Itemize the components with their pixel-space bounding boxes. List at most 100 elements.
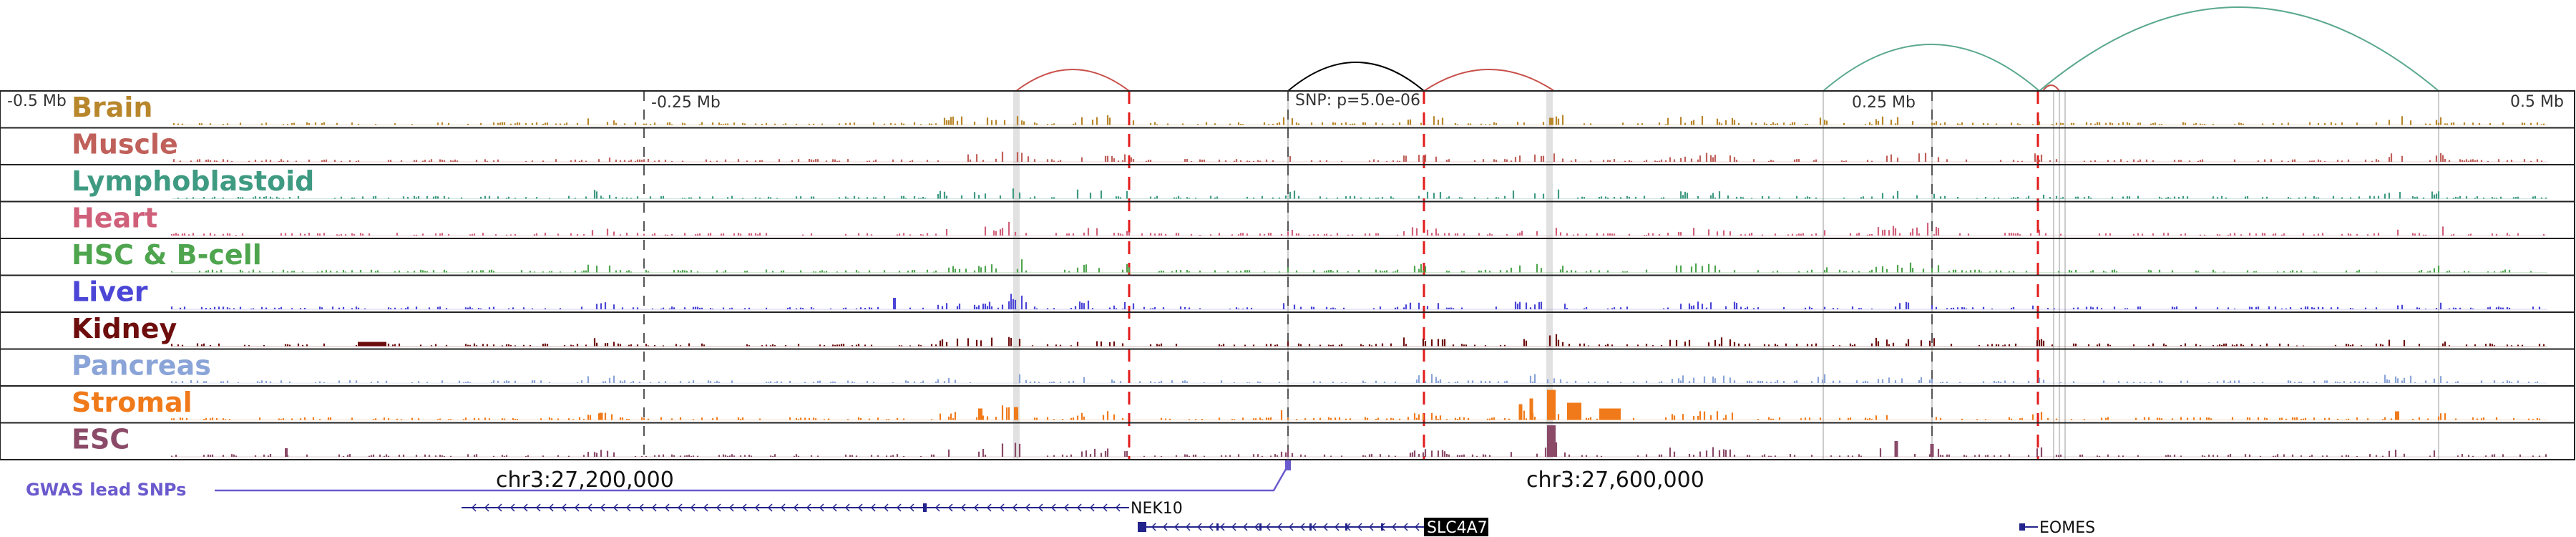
signal-bars	[170, 405, 2541, 420]
track-signal	[170, 259, 2547, 273]
strand-arrow	[638, 503, 644, 512]
strand-arrow	[600, 503, 605, 512]
strand-arrow	[909, 503, 914, 512]
loop-arc	[2039, 6, 2439, 92]
track-label: Pancreas	[72, 350, 211, 382]
gene-slc4a7-exon	[1309, 523, 1312, 531]
gene-slc4a7-strand-arrows	[1151, 523, 1420, 531]
strand-arrow	[831, 503, 837, 512]
gene-slc4a7-label-bg	[1424, 518, 1488, 536]
strand-arrow	[780, 503, 786, 512]
track-label: Heart	[72, 203, 157, 234]
strand-arrow	[754, 503, 760, 512]
strand-arrow	[1089, 503, 1095, 512]
signal-peak	[1547, 390, 1556, 420]
signal-bars	[172, 115, 2545, 125]
signal-peak	[1930, 444, 1934, 457]
track-label: Stromal	[72, 387, 192, 418]
gwas-connector-line	[215, 460, 1289, 492]
strand-arrow	[1277, 523, 1282, 531]
strand-arrow	[587, 503, 592, 512]
gene-slc4a7-label: SLC4A7	[1427, 519, 1488, 537]
strand-arrow	[1025, 503, 1030, 512]
track-label: HSC & B-cell	[72, 239, 262, 271]
strand-arrow	[728, 503, 734, 512]
strand-arrow	[986, 503, 992, 512]
gene-slc4a7[interactable]: SLC4A7	[1138, 518, 1488, 537]
track-signal	[170, 374, 2547, 384]
strand-arrow	[484, 503, 489, 512]
gwas-snp-marker	[1285, 460, 1291, 470]
track-signal	[170, 442, 2547, 458]
strand-arrow	[960, 503, 966, 512]
loop-arc	[1287, 62, 1425, 92]
signal-bars	[170, 259, 2532, 273]
strand-arrow	[1196, 523, 1202, 531]
signal-peak	[1518, 404, 1523, 420]
strand-arrow	[793, 503, 799, 512]
strand-arrow	[1151, 523, 1156, 531]
track-label: Kidney	[72, 313, 177, 344]
strand-arrow	[1185, 523, 1191, 531]
gene-nek10-exon	[923, 503, 927, 512]
strand-arrow	[677, 503, 683, 512]
strand-arrow	[1357, 523, 1362, 531]
strand-arrow	[973, 503, 979, 512]
track-panel	[0, 90, 2575, 460]
strand-arrow	[1322, 523, 1328, 531]
track-signal	[170, 334, 2547, 347]
track-signal	[172, 115, 2547, 125]
strand-arrow	[664, 503, 670, 512]
gene-nek10[interactable]: NEK10	[462, 500, 1183, 518]
track-label: Liver	[72, 276, 148, 308]
strand-arrow	[509, 503, 515, 512]
strand-arrow	[1162, 523, 1168, 531]
gene-eomes[interactable]: EOMES	[2019, 519, 2095, 537]
track-label: Muscle	[72, 129, 178, 160]
strand-arrow	[1208, 523, 1214, 531]
signal-bars	[170, 442, 2547, 457]
track-label: Brain	[72, 92, 152, 123]
strand-arrow	[896, 503, 902, 512]
signal-bars	[177, 188, 2547, 199]
strand-arrow	[1102, 503, 1108, 512]
signal-bars	[172, 151, 2543, 162]
gene-slc4a7-exon	[1138, 522, 1146, 532]
track-signal	[172, 188, 2547, 199]
strand-arrow	[625, 503, 631, 512]
signal-peak	[358, 342, 386, 347]
signal-peak	[599, 412, 603, 420]
strand-arrow	[716, 503, 721, 512]
strand-arrow	[1242, 523, 1248, 531]
strand-arrow	[1414, 523, 1420, 531]
loop-arc	[2042, 84, 2060, 92]
signal-peak	[893, 298, 896, 309]
signal-peak	[285, 448, 288, 457]
strand-arrow	[1219, 523, 1225, 531]
signal-peak	[1014, 407, 1018, 420]
signal-tracks	[170, 115, 2547, 458]
gwas-lead-snps: GWAS lead SNPs	[26, 460, 1291, 500]
signal-peak	[1549, 117, 1553, 125]
strand-arrow	[1402, 523, 1408, 531]
gene-nek10-label: NEK10	[1131, 500, 1183, 518]
loop-arc	[1823, 44, 2040, 92]
track-signal	[170, 221, 2547, 236]
strand-arrow	[1050, 503, 1056, 512]
strand-arrow	[1311, 523, 1317, 531]
strand-arrow	[1334, 523, 1340, 531]
track-signal	[170, 294, 2547, 310]
signal-peak	[1599, 408, 1621, 420]
track-signal	[172, 151, 2547, 163]
strand-arrow	[703, 503, 708, 512]
strand-arrow	[767, 503, 773, 512]
axis-labels: -0.5 Mb -0.25 Mb SNP: p=5.0e-06 0.25 Mb …	[7, 92, 2564, 112]
gene-nek10-strand-arrows	[471, 503, 1121, 512]
snp-pvalue-label: SNP: p=5.0e-06	[1295, 92, 1420, 110]
strand-arrow	[947, 503, 953, 512]
strand-arrow	[1391, 523, 1397, 531]
strand-arrow	[561, 503, 567, 512]
track-label: Lymphoblastoid	[72, 165, 314, 197]
track-labels: Brain Muscle Lymphoblastoid Heart HSC & B-ce…	[72, 92, 314, 455]
signal-peak	[1567, 402, 1581, 420]
